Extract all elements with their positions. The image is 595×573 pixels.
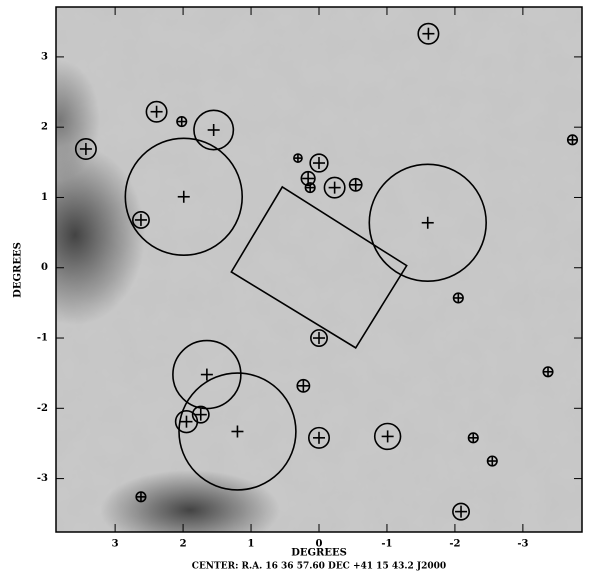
y-tick-label: 3	[41, 51, 48, 62]
source-marker	[305, 183, 315, 193]
y-tick-label: -3	[37, 473, 48, 484]
x-tick-label: 2	[180, 539, 187, 550]
caption: CENTER: R.A. 16 36 57.60 DEC +41 15 43.2…	[192, 562, 446, 572]
y-tick-label: -2	[37, 403, 48, 414]
y-tick-label: -1	[37, 333, 48, 344]
source-marker	[454, 293, 464, 303]
source-marker	[294, 154, 302, 162]
source-marker	[453, 503, 469, 519]
source-marker	[543, 367, 553, 377]
source-marker	[297, 380, 309, 392]
chart: DEGREES CENTER: R.A. 16 36 57.60 DEC +41…	[0, 0, 595, 573]
x-tick-label: -1	[381, 539, 392, 550]
x-tick-label: -3	[517, 539, 528, 550]
x-tick-label: 1	[248, 539, 255, 550]
source-marker	[488, 456, 498, 466]
source-marker	[568, 135, 578, 145]
source-marker	[136, 492, 146, 502]
background-image	[5, 7, 582, 550]
source-marker	[177, 117, 187, 127]
source-marker	[469, 433, 479, 443]
x-tick-label: 3	[112, 539, 119, 550]
y-tick-label: 0	[41, 262, 48, 273]
y-tick-label: 2	[41, 122, 48, 133]
source-marker	[350, 179, 362, 191]
source-marker	[133, 212, 149, 228]
source-marker	[311, 330, 327, 346]
x-tick-label: 0	[316, 539, 323, 550]
y-tick-label: 1	[41, 192, 48, 203]
x-tick-label: -2	[449, 539, 460, 550]
y-axis-label: DEGREES	[13, 242, 24, 298]
